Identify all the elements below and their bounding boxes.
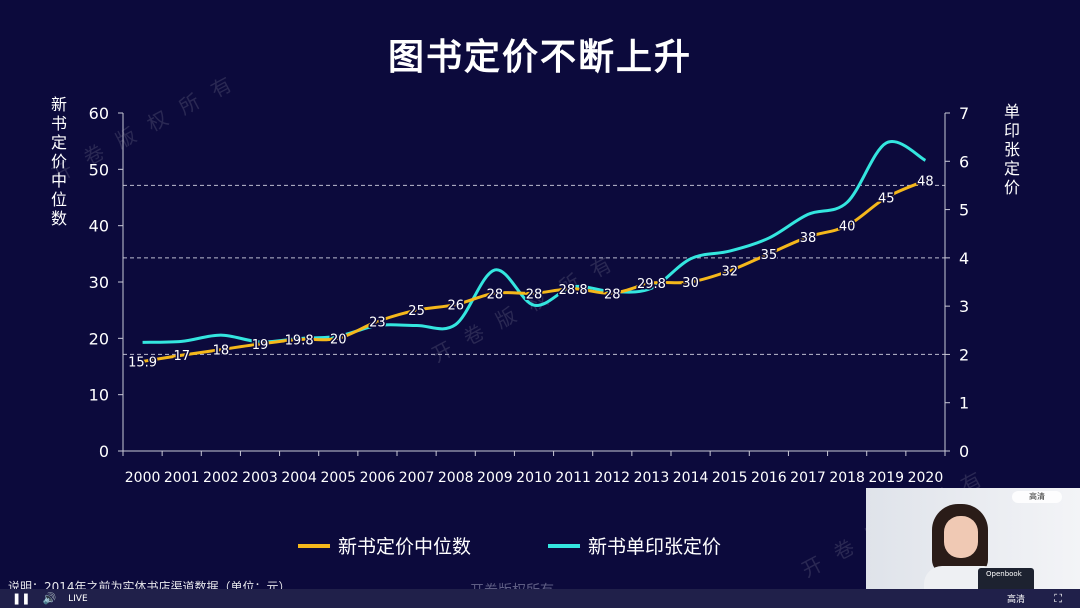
data-label: 38: [800, 231, 817, 246]
y-axis-label-left-char: 新: [50, 95, 67, 114]
y-axis-label-right-char: 单: [1003, 102, 1020, 121]
y-tick-label-left: 20: [89, 329, 109, 348]
x-tick-label: 2007: [399, 470, 435, 486]
player-control-bar: ❚❚ 🔊 LIVE 高清 ⛶: [0, 589, 1080, 608]
volume-icon[interactable]: 🔊: [42, 592, 57, 605]
x-tick-label: 2006: [360, 470, 396, 486]
x-tick-label: 2020: [908, 470, 944, 486]
x-tick-label: 2002: [203, 470, 239, 486]
y-tick-label-right: 2: [959, 345, 969, 364]
data-label: 20: [330, 332, 347, 347]
data-label: 19.8: [285, 333, 314, 348]
x-tick-label: 2018: [829, 470, 865, 486]
quality-button[interactable]: 高清: [1006, 595, 1025, 605]
y-tick-label-left: 10: [89, 386, 109, 405]
x-tick-label: 2015: [712, 470, 748, 486]
webcam-overlay: 高清 Openbook: [866, 488, 1080, 608]
y-tick-label-right: 3: [959, 297, 969, 316]
data-label: 30: [682, 276, 699, 291]
data-label: 19: [252, 338, 269, 353]
data-label: 28: [526, 287, 543, 302]
laptop-label: Openbook: [986, 570, 1022, 578]
legend-label-per-sheet-price: 新书单印张定价: [588, 536, 721, 558]
data-label: 18: [213, 344, 230, 359]
data-label: 17: [173, 349, 190, 364]
data-label: 45: [878, 192, 895, 207]
x-tick-label: 2019: [868, 470, 904, 486]
data-label: 32: [721, 265, 738, 280]
x-tick-label: 2000: [125, 470, 161, 486]
data-label: 29.8: [637, 277, 666, 292]
y-tick-label-left: 50: [89, 160, 109, 179]
y-axis-label-left-char: 价: [50, 152, 67, 171]
y-tick-label-right: 4: [959, 249, 969, 268]
x-tick-label: 2008: [438, 470, 474, 486]
chart-title: 图书定价不断上升: [387, 37, 692, 78]
y-tick-label-right: 1: [959, 394, 969, 413]
data-label: 15.9: [128, 355, 157, 370]
x-tick-label: 2016: [751, 470, 787, 486]
y-axis-label-left-char: 数: [50, 209, 67, 228]
y-axis-label-left-char: 中: [50, 171, 67, 190]
data-label: 23: [369, 315, 386, 330]
data-label: 25: [408, 304, 425, 319]
webcam-quality-badge: 高清: [1012, 491, 1062, 503]
x-tick-label: 2017: [790, 470, 826, 486]
y-tick-label-left: 30: [89, 273, 109, 292]
data-label: 35: [761, 248, 778, 263]
series-line-median-price: [142, 179, 927, 363]
data-label: 26: [447, 299, 464, 314]
x-tick-label: 2001: [164, 470, 200, 486]
y-axis-label-right-char: 定: [1003, 159, 1020, 178]
data-label: 28.8: [559, 283, 588, 298]
x-tick-label: 2003: [242, 470, 278, 486]
y-tick-label-right: 6: [959, 152, 969, 171]
y-tick-label-left: 60: [89, 104, 109, 123]
live-label: LIVE: [68, 593, 88, 604]
fullscreen-icon[interactable]: ⛶: [1054, 591, 1062, 605]
x-tick-label: 2012: [594, 470, 630, 486]
x-tick-label: 2004: [281, 470, 317, 486]
y-axis-label-right-char: 印: [1003, 121, 1020, 140]
y-tick-label-right: 7: [959, 104, 969, 123]
data-label: 28: [604, 287, 621, 302]
y-axis-label-left-char: 书: [50, 114, 67, 133]
x-tick-label: 2013: [634, 470, 670, 486]
legend-label-median-price: 新书定价中位数: [338, 536, 471, 558]
x-tick-label: 2009: [477, 470, 513, 486]
x-tick-label: 2011: [555, 470, 591, 486]
data-label: 28: [487, 287, 504, 302]
y-tick-label-left: 40: [89, 217, 109, 236]
y-tick-label-left: 0: [99, 442, 109, 461]
y-axis-label-left-char: 定: [50, 133, 67, 152]
data-label: 48: [917, 175, 934, 190]
y-axis-label-right-char: 张: [1003, 140, 1020, 159]
y-tick-label-right: 0: [959, 442, 969, 461]
data-label: 40: [839, 220, 856, 235]
y-axis-label-left: 新书定价中位数: [50, 95, 68, 228]
pause-icon[interactable]: ❚❚: [12, 592, 31, 605]
x-tick-label: 2005: [320, 470, 356, 486]
y-axis-label-left-char: 位: [50, 190, 67, 209]
y-axis-label-right-char: 价: [1003, 178, 1020, 197]
presenter-face: [944, 516, 978, 558]
x-tick-label: 2014: [673, 470, 709, 486]
y-tick-label-right: 5: [959, 201, 969, 220]
y-axis-label-right: 单印张定价: [1003, 102, 1021, 197]
x-tick-label: 2010: [516, 470, 552, 486]
